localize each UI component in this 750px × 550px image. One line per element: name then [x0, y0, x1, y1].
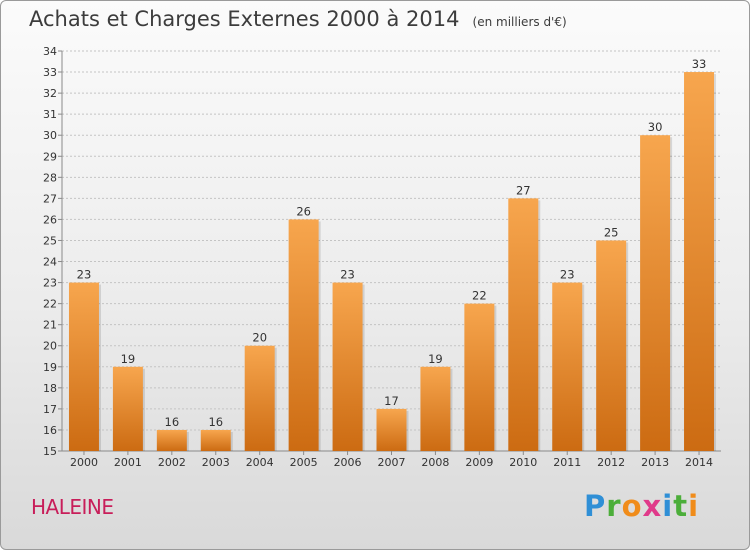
- bar: [552, 282, 583, 451]
- y-tick-label: 26: [43, 213, 57, 226]
- data-label: 19: [428, 352, 443, 366]
- y-tick-label: 28: [43, 171, 57, 184]
- bars: [68, 72, 717, 452]
- x-tick-label: 2003: [202, 456, 230, 469]
- x-tick-label: 2012: [597, 456, 625, 469]
- logo-letter: i: [662, 489, 674, 523]
- y-tick-label: 16: [43, 424, 57, 437]
- y-tick-label: 29: [43, 150, 57, 163]
- y-tick-label: 19: [43, 361, 57, 374]
- x-tick-label: 2004: [246, 456, 274, 469]
- data-label: 23: [340, 268, 355, 282]
- x-tick-label: 2001: [114, 456, 142, 469]
- data-label: 33: [692, 57, 707, 71]
- bar: [156, 429, 187, 451]
- x-tick-label: 2008: [421, 456, 449, 469]
- bar: [684, 72, 715, 451]
- bar: [332, 282, 363, 451]
- bar: [464, 303, 495, 451]
- y-tick-label: 17: [43, 403, 57, 416]
- x-tick-label: 2007: [378, 456, 406, 469]
- data-label: 16: [208, 415, 223, 429]
- y-tick-label: 24: [43, 256, 57, 269]
- data-label: 19: [121, 352, 136, 366]
- logo-letter: o: [621, 489, 643, 523]
- y-tick-label: 30: [43, 129, 57, 142]
- chart-title: Achats et Charges Externes 2000 à 2014: [29, 7, 460, 31]
- title-block: Achats et Charges Externes 2000 à 2014 (…: [29, 7, 567, 31]
- chart-subtitle: (en milliers d'€): [472, 15, 567, 29]
- y-tick-label: 22: [43, 298, 57, 311]
- y-tick-label: 27: [43, 192, 57, 205]
- x-tick-label: 2011: [553, 456, 581, 469]
- x-tick-label: 2000: [70, 456, 98, 469]
- logo-letter: r: [606, 489, 622, 523]
- x-tick-label: 2010: [509, 456, 537, 469]
- y-tick-label: 31: [43, 108, 57, 121]
- logo-letter: i: [688, 489, 700, 523]
- data-label: 25: [604, 225, 619, 239]
- data-label: 23: [77, 268, 92, 282]
- y-tick-label: 15: [43, 445, 57, 458]
- bar: [508, 198, 539, 451]
- bar: [376, 408, 407, 451]
- y-tick-label: 25: [43, 234, 57, 247]
- data-label: 16: [165, 415, 180, 429]
- data-label: 22: [472, 289, 487, 303]
- y-tick-label: 23: [43, 277, 57, 290]
- data-label: 30: [648, 120, 663, 134]
- logo-letter: P: [584, 489, 607, 523]
- logo-letter: t: [673, 489, 689, 523]
- y-tick-label: 34: [43, 45, 57, 58]
- y-tick-label: 18: [43, 382, 57, 395]
- bar: [244, 345, 275, 451]
- data-label: 27: [516, 183, 531, 197]
- data-label: 17: [384, 394, 399, 408]
- bar: [68, 282, 99, 451]
- bar: [596, 240, 627, 451]
- x-tick-label: 2002: [158, 456, 186, 469]
- bar: [200, 429, 231, 451]
- x-tick-label: 2006: [334, 456, 362, 469]
- y-tick-label: 32: [43, 87, 57, 100]
- x-tick-label: 2014: [685, 456, 713, 469]
- data-label: 20: [252, 331, 267, 345]
- labels: 23 2000 19 2001 16 2002 16 2003 20 2004 26 2005 23 20…: [70, 57, 713, 469]
- logo-letter: x: [642, 489, 663, 523]
- bar: [420, 366, 451, 451]
- commune-name: HALEINE: [31, 495, 114, 519]
- y-tick-label: 20: [43, 340, 57, 353]
- data-label: 23: [560, 268, 575, 282]
- bar: [640, 135, 671, 452]
- y-tick-label: 33: [43, 66, 57, 79]
- x-tick-label: 2009: [465, 456, 493, 469]
- proxiti-logo: Proxiti: [584, 489, 699, 523]
- bar: [112, 366, 143, 451]
- y-tick-label: 21: [43, 319, 57, 332]
- x-tick-label: 2013: [641, 456, 669, 469]
- bar: [288, 219, 319, 451]
- x-tick-label: 2005: [290, 456, 318, 469]
- data-label: 26: [296, 204, 311, 218]
